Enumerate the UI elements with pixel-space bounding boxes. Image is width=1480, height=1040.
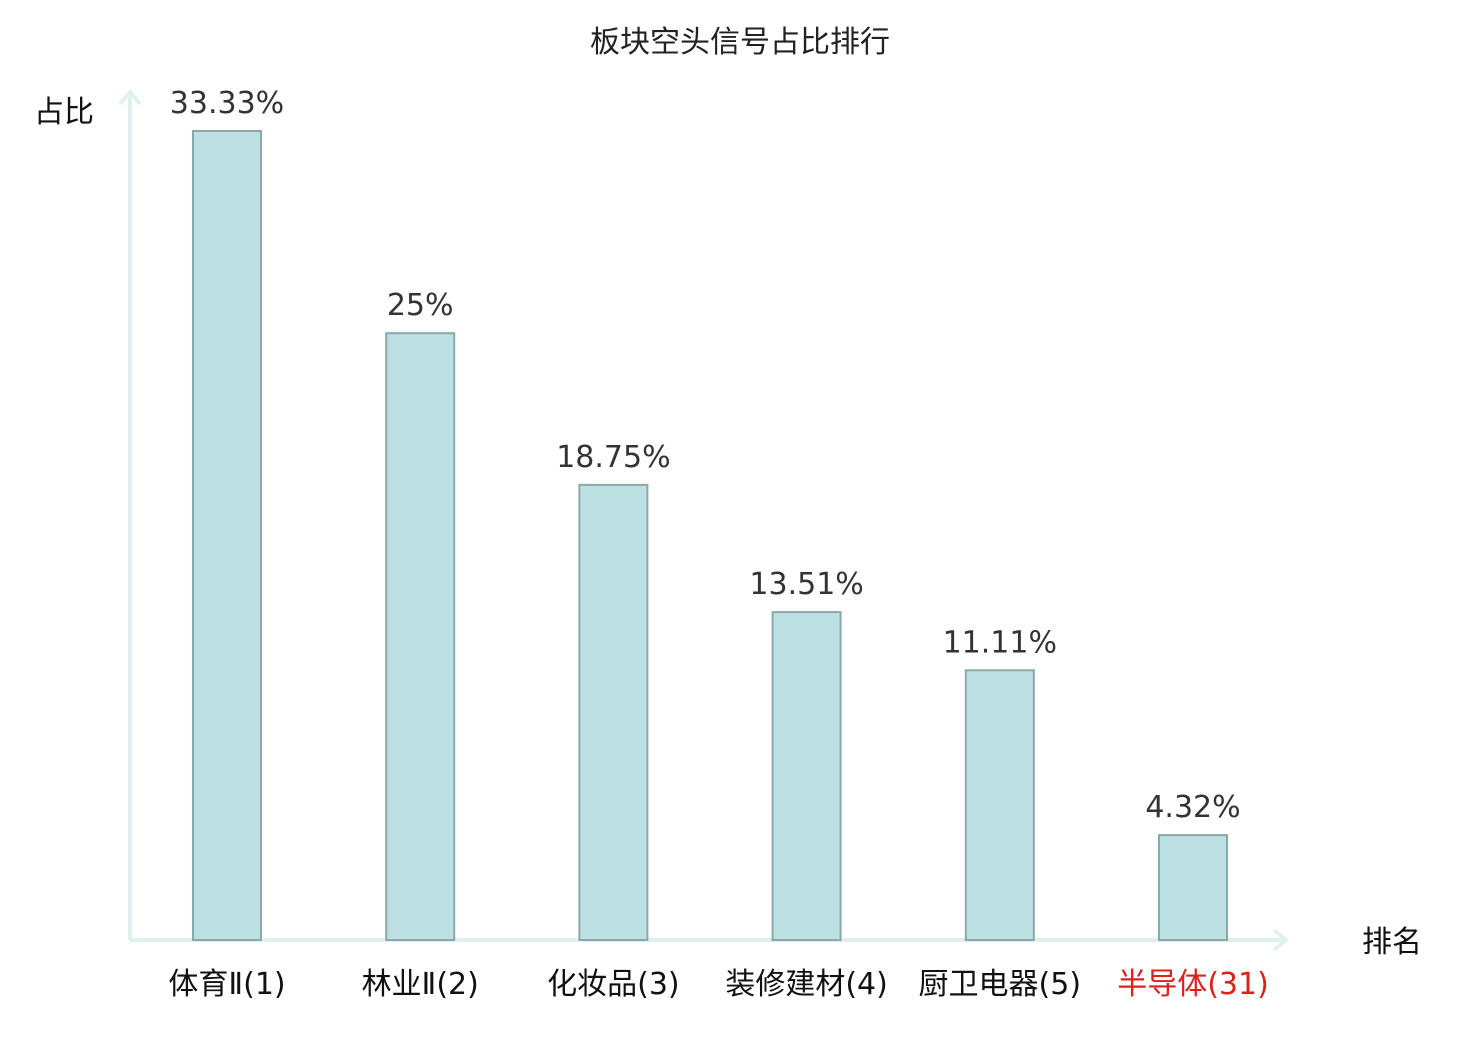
category-label-1: 体育Ⅱ(1) xyxy=(168,967,285,1002)
category-label-3: 化妆品(3) xyxy=(547,967,680,1002)
bar-4 xyxy=(773,612,841,940)
bars xyxy=(193,131,1227,940)
value-label-4: 13.51% xyxy=(749,567,863,602)
value-label-6: 4.32% xyxy=(1145,790,1240,825)
y-axis-label: 占比 xyxy=(34,95,94,130)
value-label-1: 33.33% xyxy=(170,86,284,121)
bar-5 xyxy=(966,670,1034,940)
bar-6 xyxy=(1159,835,1227,940)
bar-3 xyxy=(579,485,647,940)
chart-title: 板块空头信号占比排行 xyxy=(590,25,890,60)
bar-1 xyxy=(193,131,261,940)
category-labels: 体育Ⅱ(1) 林业Ⅱ(2) 化妆品(3) 装修建材(4) 厨卫电器(5) 半导体(31) xyxy=(168,967,1268,1002)
value-labels: 33.33% 25% 18.75% 13.51% 11.11% 4.32% xyxy=(170,86,1241,825)
bar-2 xyxy=(386,333,454,940)
category-label-5: 厨卫电器(5) xyxy=(919,967,1082,1002)
category-label-4: 装修建材(4) xyxy=(725,967,888,1002)
value-label-2: 25% xyxy=(387,288,454,323)
value-label-3: 18.75% xyxy=(556,440,670,475)
axes xyxy=(120,92,1286,950)
value-label-5: 11.11% xyxy=(943,625,1057,660)
category-label-2: 林业Ⅱ(2) xyxy=(362,967,479,1002)
x-axis-label: 排名 xyxy=(1362,925,1422,960)
category-label-6: 半导体(31) xyxy=(1117,967,1269,1002)
